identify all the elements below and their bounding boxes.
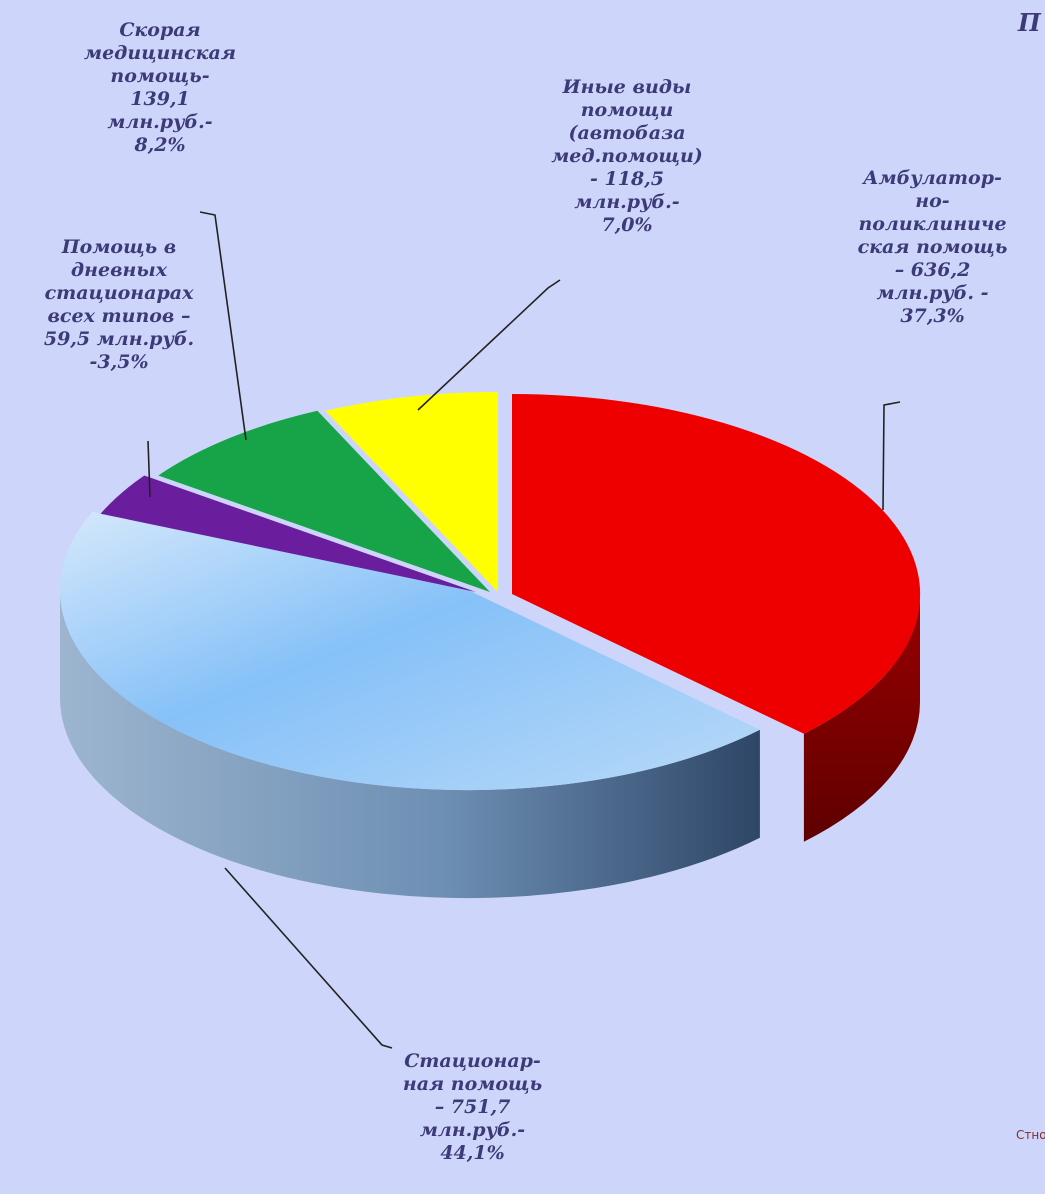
pie-slice-emergency (158, 410, 491, 592)
label-line: медицинская (84, 42, 236, 64)
label-line: ная помощь (402, 1073, 543, 1095)
label-ambulatory: Амбулатор-но-поликлиниче ская помощь – 636… (825, 167, 1040, 328)
pie-side-inpatient (59, 590, 760, 899)
label-line: 8,2% (134, 134, 186, 156)
pie-slice-day_hospital (100, 475, 476, 592)
pie-slice-inpatient (59, 511, 760, 791)
label-line: помощь- (110, 65, 210, 87)
label-line: Скорая (119, 19, 201, 41)
label-day-hospital: Помощь в дневных стационарах всех типов –59… (8, 236, 230, 374)
corner-fragment: Стно (1016, 1128, 1045, 1142)
label-line: Ст (1016, 1128, 1032, 1142)
pie-side-ambulatory (803, 594, 921, 842)
label-inpatient: Стационар-ная помощь – 751,7 млн.руб.- 44,1… (370, 1050, 575, 1165)
title-fragment: П (1018, 8, 1041, 37)
leader-line-day-hospital (147, 440, 151, 498)
label-line: но (1031, 1128, 1045, 1142)
label-line: но- (915, 190, 950, 212)
label-line: Иные виды (562, 76, 692, 98)
label-line: 139,1 (130, 88, 190, 110)
label-line: 37,3% (900, 305, 965, 327)
label-line: -3,5% (89, 351, 149, 373)
label-line: 7,0% (601, 214, 653, 236)
leader-line-emergency (199, 211, 247, 441)
label-line: мед.помощи) (551, 145, 703, 167)
label-line: Помощь в (61, 236, 177, 258)
pie-slice-other (325, 392, 498, 592)
label-line: - 118,5 (590, 168, 664, 190)
label-line: ская помощь (857, 236, 1008, 258)
leader-line-ambulatory (882, 401, 901, 511)
label-line: млн.руб.- (107, 111, 213, 133)
label-line: помощи (580, 99, 674, 121)
label-line: поликлиниче (858, 213, 1007, 235)
label-line: млн.руб.- (574, 191, 680, 213)
label-line: стационарах (44, 282, 194, 304)
label-line: – 636,2 (894, 259, 971, 281)
label-line: Амбулатор- (863, 167, 1002, 189)
label-line: млн.руб.- (419, 1119, 526, 1141)
label-line: 59,5 млн.руб. (43, 328, 195, 350)
leader-line-other (417, 279, 561, 411)
label-line: млн.руб. - (876, 282, 989, 304)
label-other: Иные виды помощи (автобаза мед.помощи) - 118… (518, 76, 736, 237)
label-line: – 751,7 (434, 1096, 511, 1118)
label-line: (автобаза (568, 122, 686, 144)
label-line: 44,1% (440, 1142, 505, 1164)
label-line: всех типов – (47, 305, 191, 327)
label-emergency: Скорая медицинская помощь- 139,1 млн.руб.- 8,… (55, 19, 265, 157)
label-line: Стационар- (404, 1050, 541, 1072)
label-line: дневных (70, 259, 168, 281)
leader-line-inpatient (224, 867, 393, 1049)
pie-slice-ambulatory (512, 394, 921, 734)
